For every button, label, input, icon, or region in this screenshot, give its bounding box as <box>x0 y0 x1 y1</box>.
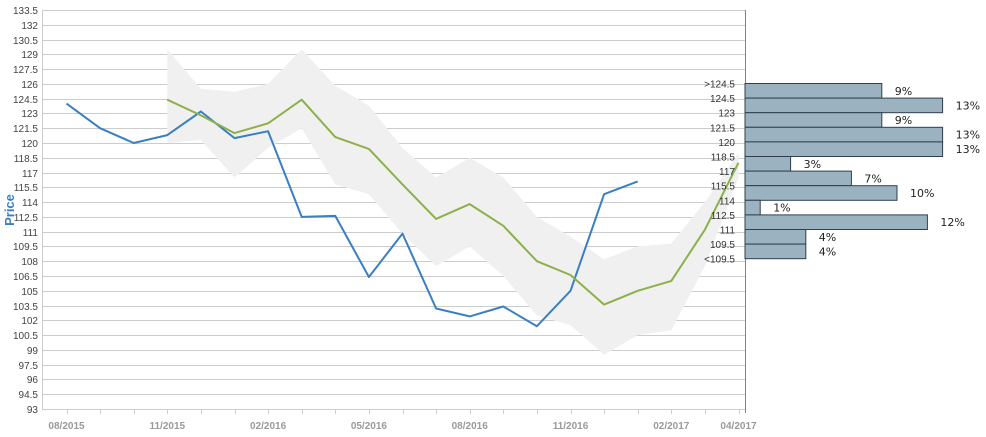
axes: 93 94.5 96 97.5 99 100.5 102 103.5 105 106.5 108 10… <box>13 6 757 432</box>
green-series-line <box>166 98 740 306</box>
histogram-value-label: 4% <box>819 231 836 244</box>
histogram-value-label: 13% <box>956 129 980 142</box>
blue-series-line <box>65 102 639 328</box>
x-tick-label: 11/2015 <box>149 421 185 432</box>
histogram-bar <box>744 170 852 187</box>
x-tick-label: 04/2017 <box>720 421 757 432</box>
y-tick-label: 132 <box>21 21 38 32</box>
histogram-value-label: 10% <box>910 187 934 200</box>
histogram-bin-label: 123 <box>718 109 735 120</box>
histogram-bar <box>744 243 807 260</box>
y-tick-label: 109.5 <box>13 242 38 253</box>
histogram-bar <box>744 156 792 172</box>
x-tick-label: 08/2016 <box>452 421 489 432</box>
y-tick-label: 118.5 <box>14 154 39 165</box>
x-tick-label: 02/2017 <box>653 421 690 432</box>
y-tick-label: 121.5 <box>13 124 38 135</box>
y-axis-label: Price <box>2 194 17 226</box>
range-band-area <box>167 49 739 355</box>
x-tick-label: 05/2016 <box>351 421 388 432</box>
histogram-bar <box>744 97 944 114</box>
histogram-bar <box>744 199 761 216</box>
histogram-bin-label: 115.5 <box>711 182 736 193</box>
histogram-bar <box>744 214 928 230</box>
range-band <box>167 49 739 355</box>
y-tick-label: 93 <box>27 405 39 416</box>
y-tick-label: 133.5 <box>13 6 38 17</box>
y-tick-label: 124.5 <box>13 95 38 106</box>
histogram-bin-label: 109.5 <box>710 240 735 251</box>
y-tick-label: 96 <box>27 375 39 386</box>
y-tick-label: 111 <box>23 228 39 239</box>
y-tick-label: 114 <box>22 198 38 209</box>
histogram-value-label: 12% <box>940 216 964 229</box>
y-tick-label: 123 <box>21 109 38 120</box>
histogram-bin-label: 118.5 <box>711 153 736 164</box>
histogram-value-label: 3% <box>804 158 821 171</box>
histogram-bin-label: 117 <box>719 167 735 178</box>
y-tick-label: 94.5 <box>19 390 39 401</box>
y-tick-label: 105 <box>21 287 38 298</box>
histogram-bin-label: 121.5 <box>710 123 735 134</box>
histogram-bin-label: <109.5 <box>704 255 735 266</box>
y-tick-label: 97.5 <box>19 361 39 372</box>
x-tick-label: 08/2015 <box>48 421 85 432</box>
histogram-value-label: 9% <box>895 85 912 98</box>
y-tick-label: 115.5 <box>14 183 39 194</box>
y-tick-label: 130.5 <box>13 36 38 47</box>
histogram-bar <box>744 185 898 201</box>
y-tick-label: 112.5 <box>14 213 39 224</box>
y-tick-label: 129 <box>21 50 38 61</box>
histogram-bar <box>744 229 807 245</box>
histogram-bin-label: 112.5 <box>711 211 736 222</box>
y-tick-label: 117 <box>22 169 38 180</box>
y-tick-label: 100.5 <box>13 331 38 342</box>
y-tick-label: 120 <box>21 139 38 150</box>
histogram-value-label: 9% <box>895 114 912 127</box>
x-tick-label: 02/2016 <box>250 421 287 432</box>
histogram-bin-label: 111 <box>720 226 736 237</box>
histogram-bar <box>744 141 944 157</box>
histogram-value-label: 1% <box>773 202 790 215</box>
histogram-bin-label: >124.5 <box>704 80 735 91</box>
histogram-value-label: 13% <box>956 143 980 156</box>
histogram-bar <box>744 126 944 143</box>
series-lines <box>65 98 740 328</box>
y-tick-label: 102 <box>21 316 38 327</box>
histogram-bin-label: 120 <box>718 138 735 149</box>
y-tick-label: 126 <box>21 80 38 91</box>
y-tick-label: 127.5 <box>13 65 38 76</box>
histogram-bin-label: 114 <box>719 196 735 207</box>
y-tick-label: 103.5 <box>13 302 38 313</box>
histogram-value-label: 13% <box>956 99 980 112</box>
y-tick-label: 99 <box>27 346 39 357</box>
histogram-bin-label: 124.5 <box>710 94 735 105</box>
histogram: >124.5 124.5 123 121.5 120 118.5 117 115.5 114 11… <box>704 80 980 266</box>
x-tick-label: 11/2016 <box>553 421 589 432</box>
histogram-value-label: 4% <box>819 245 836 258</box>
y-tick-label: 106.5 <box>13 272 38 283</box>
histogram-value-label: 7% <box>864 172 881 185</box>
histogram-bar <box>744 112 883 128</box>
histogram-bar <box>744 83 883 99</box>
y-tick-label: 108 <box>21 257 38 268</box>
